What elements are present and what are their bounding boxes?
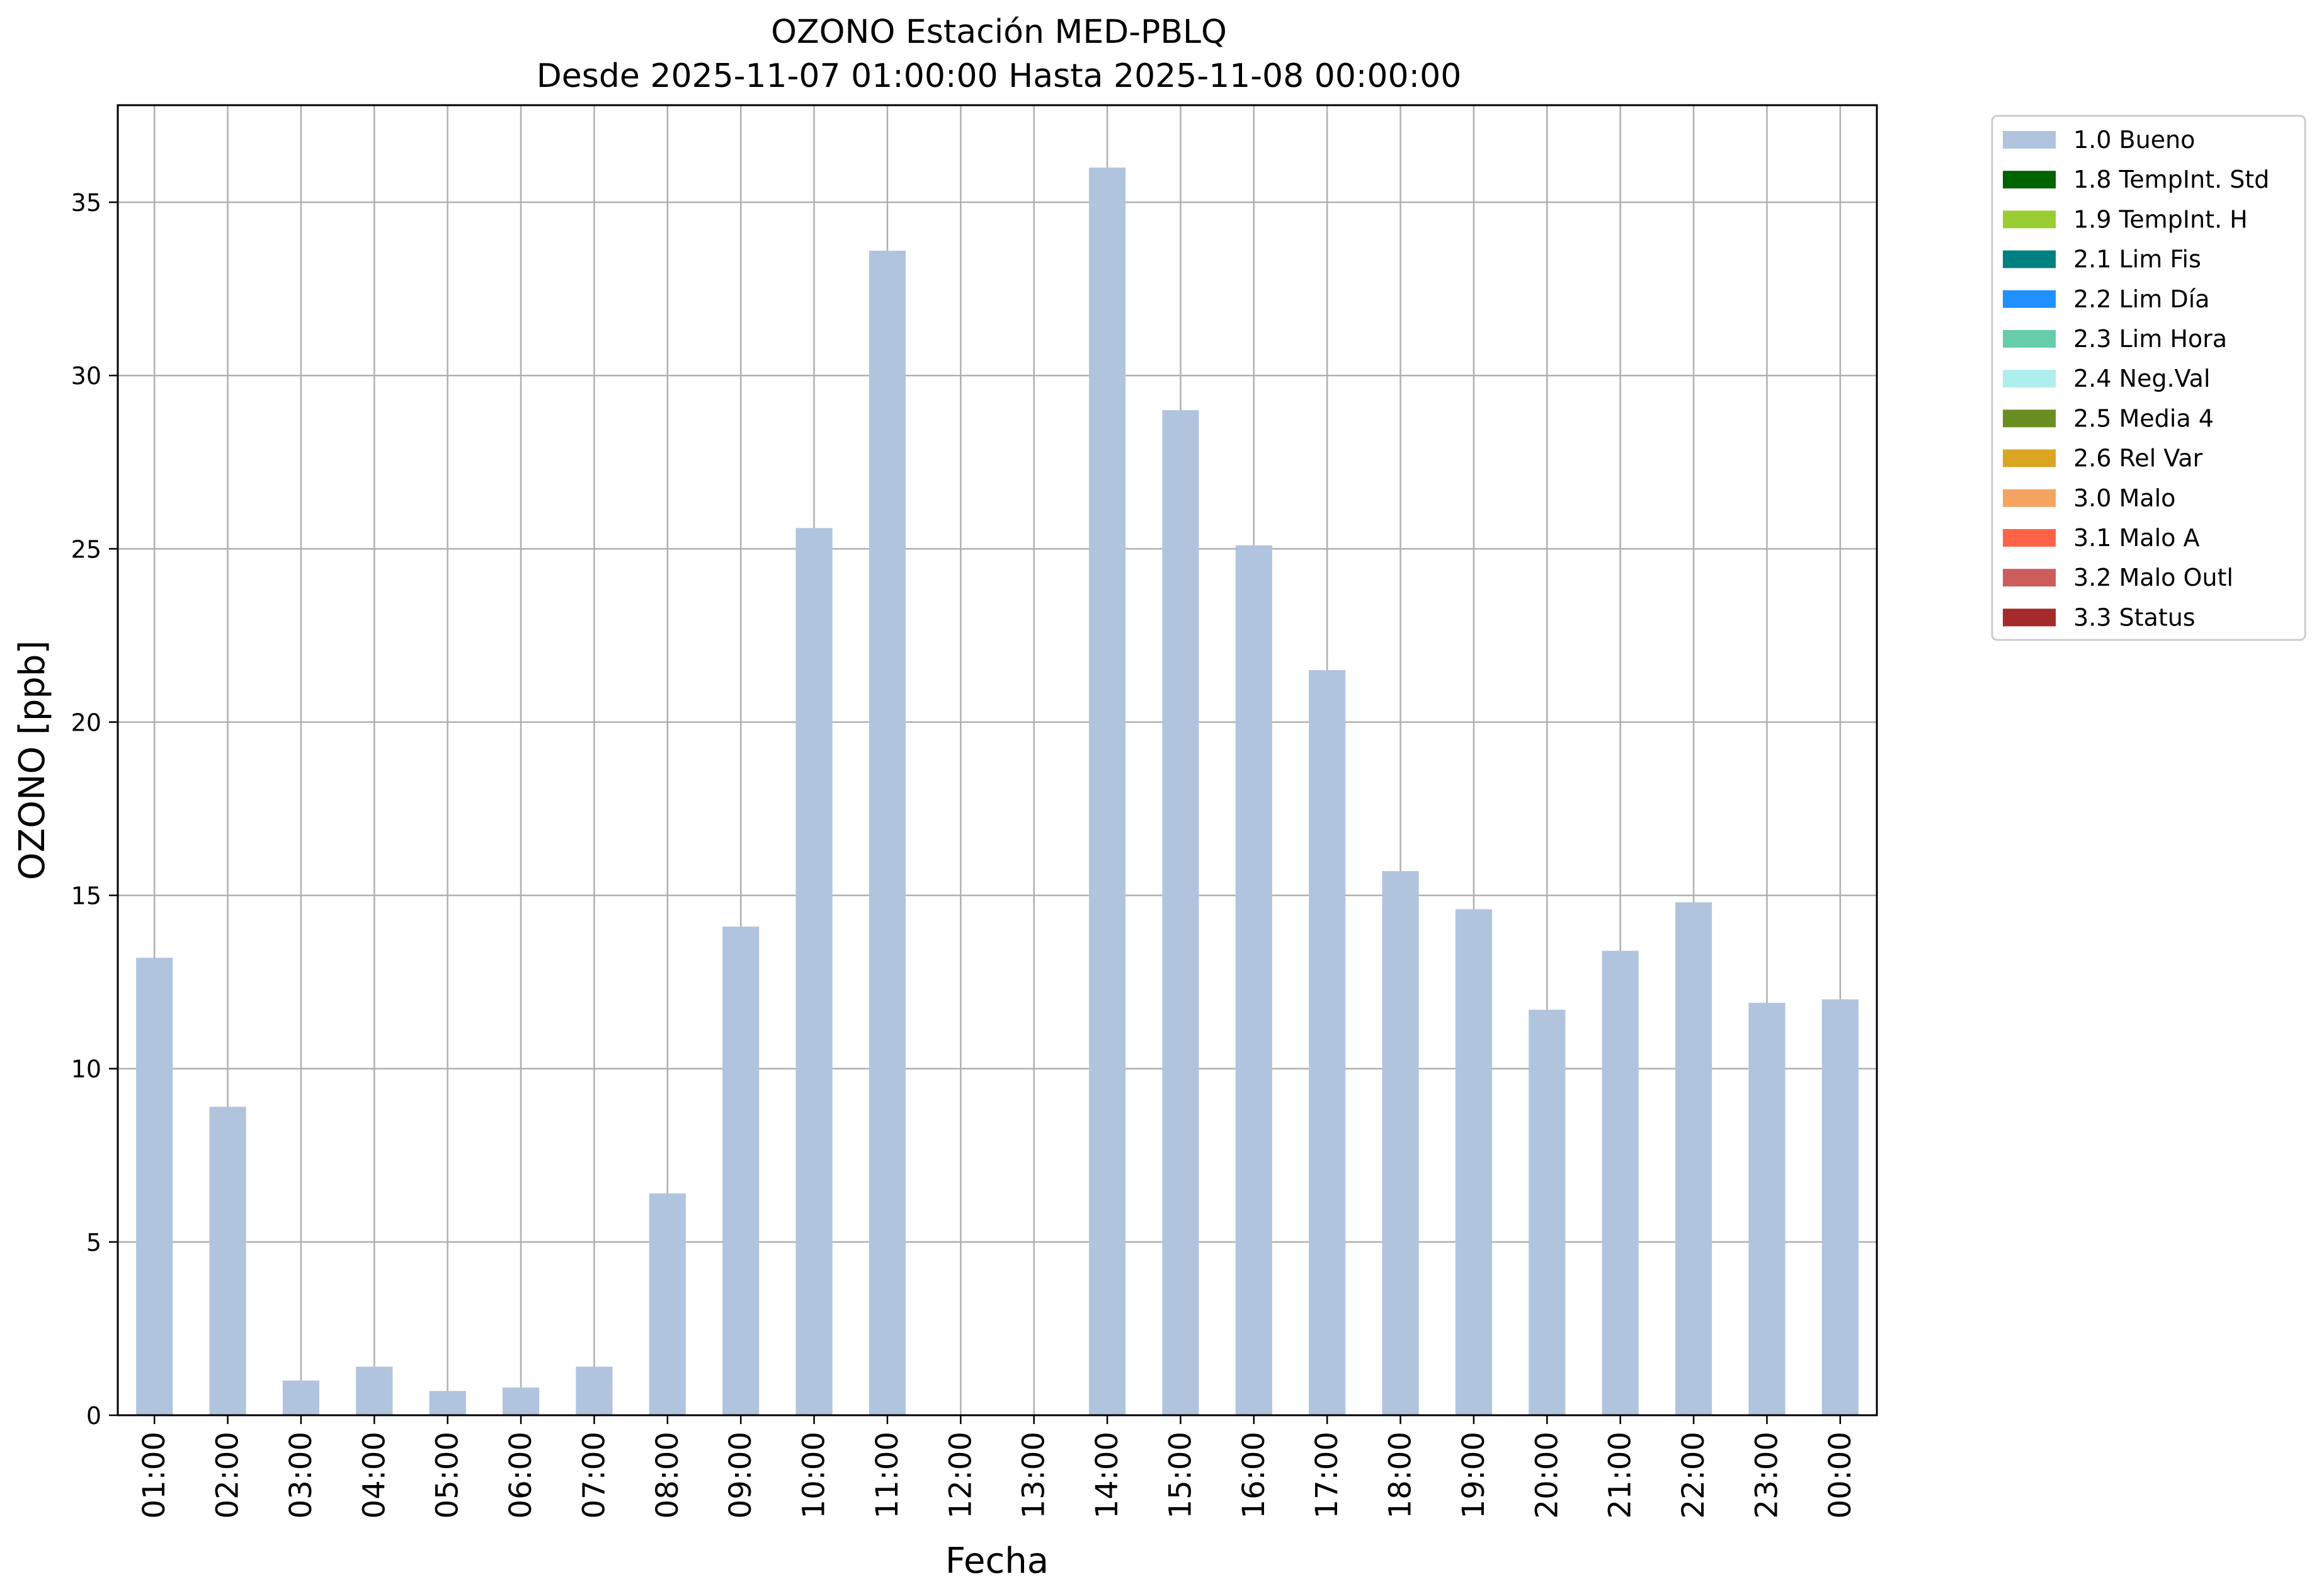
y-tick-label: 30 [71,362,101,390]
x-tick-label: 04:00 [356,1432,392,1519]
legend-swatch [2003,608,2056,627]
x-tick-label: 15:00 [1163,1432,1198,1519]
x-tick-label: 09:00 [723,1432,758,1519]
legend-swatch [2003,449,2056,467]
bar-18:00 [1382,871,1419,1415]
y-tick-label: 10 [71,1056,101,1083]
bar-04:00 [356,1366,393,1415]
legend-label: 2.6 Rel Var [2073,445,2203,472]
legend-label: 3.0 Malo [2073,484,2175,512]
legend-label: 2.5 Media 4 [2073,404,2214,432]
bar-17:00 [1309,670,1346,1415]
legend-label: 1.8 TempInt. Std [2073,166,2269,193]
bar-21:00 [1602,950,1639,1415]
bar-11:00 [869,251,906,1416]
x-tick-label: 18:00 [1383,1432,1418,1519]
x-axis-label: Fecha [945,1541,1049,1582]
bar-00:00 [1821,999,1859,1415]
x-tick-label: 03:00 [283,1432,319,1519]
x-tick-label: 05:00 [430,1432,465,1519]
legend-label: 1.0 Bueno [2073,126,2195,154]
x-tick-label: 21:00 [1603,1432,1638,1519]
legend-swatch [2003,489,2056,507]
chart-title: OZONO Estación MED-PBLQ [771,13,1227,51]
bar-22:00 [1675,902,1712,1415]
x-tick-label: 17:00 [1309,1432,1345,1519]
bar-15:00 [1162,410,1199,1415]
x-tick-label: 19:00 [1456,1432,1491,1519]
legend-swatch [2003,330,2056,348]
legend-swatch [2003,569,2056,587]
x-tick-label: 14:00 [1090,1432,1125,1519]
y-tick-label: 20 [71,709,101,736]
x-tick-label: 13:00 [1017,1432,1052,1519]
chart-subtitle: Desde 2025-11-07 01:00:00 Hasta 2025-11-… [537,57,1462,95]
x-tick-label: 11:00 [870,1432,905,1519]
x-tick-label: 01:00 [137,1432,172,1519]
legend-label: 2.2 Lim Día [2073,285,2209,313]
bar-23:00 [1748,1003,1786,1415]
x-tick-label: 20:00 [1529,1432,1564,1519]
legend-label: 2.4 Neg.Val [2073,365,2210,392]
legend: 1.0 Bueno 1.8 TempInt. Std 1.9 TempInt. H 2… [1991,115,2306,641]
legend-box [1991,115,2306,641]
x-tick-label: 12:00 [943,1432,978,1519]
bar-03:00 [282,1380,320,1415]
y-axis-label: OZONO [ppb] [12,641,53,881]
legend-label: 3.3 Status [2073,603,2196,631]
y-tick-label: 35 [71,189,101,217]
y-tick-label: 15 [71,882,101,910]
x-tick-label: 06:00 [503,1432,538,1519]
bar-14:00 [1088,168,1126,1415]
x-tick-label: 02:00 [210,1432,246,1519]
bar-10:00 [795,528,833,1415]
y-tick-label: 0 [86,1402,101,1430]
legend-swatch [2003,131,2056,149]
legend-swatch [2003,250,2056,268]
bar-05:00 [429,1391,466,1415]
legend-swatch [2003,210,2056,229]
x-tick-label: 00:00 [1823,1432,1858,1519]
bar-19:00 [1455,909,1493,1415]
legend-label: 2.3 Lim Hora [2073,325,2227,353]
legend-swatch [2003,409,2056,428]
bar-07:00 [576,1366,613,1415]
x-tick-label: 22:00 [1676,1432,1711,1519]
legend-swatch [2003,171,2056,189]
legend-label: 3.2 Malo Outl [2073,564,2233,591]
bar-20:00 [1529,1010,1566,1415]
y-tick-label: 5 [86,1229,101,1257]
bar-01:00 [136,957,173,1415]
x-tick-label: 08:00 [650,1432,685,1519]
legend-swatch [2003,370,2056,388]
bars [136,168,1859,1416]
bar-09:00 [722,926,760,1415]
legend-label: 3.1 Malo A [2073,524,2199,552]
legend-label: 1.9 TempInt. H [2073,205,2248,233]
plot-frame [117,104,1878,1416]
y-tick-label: 25 [71,535,101,563]
bar-08:00 [649,1193,686,1415]
x-tick-label: 23:00 [1749,1432,1784,1519]
legend-swatch [2003,290,2056,308]
legend-swatch [2003,529,2056,547]
legend-label: 2.1 Lim Fis [2073,246,2201,273]
bar-06:00 [502,1387,540,1415]
x-tick-label: 16:00 [1236,1432,1272,1519]
x-axis-ticks: 01:00 02:00 03:00 04:00 05:00 06:00 07:00 08:00… [137,1415,1858,1519]
bar-02:00 [209,1107,246,1415]
x-tick-label: 07:00 [576,1432,612,1519]
bar-16:00 [1235,545,1272,1416]
x-tick-label: 10:00 [797,1432,832,1519]
y-axis-ticks: 0 5 10 15 20 25 30 35 [71,189,118,1430]
